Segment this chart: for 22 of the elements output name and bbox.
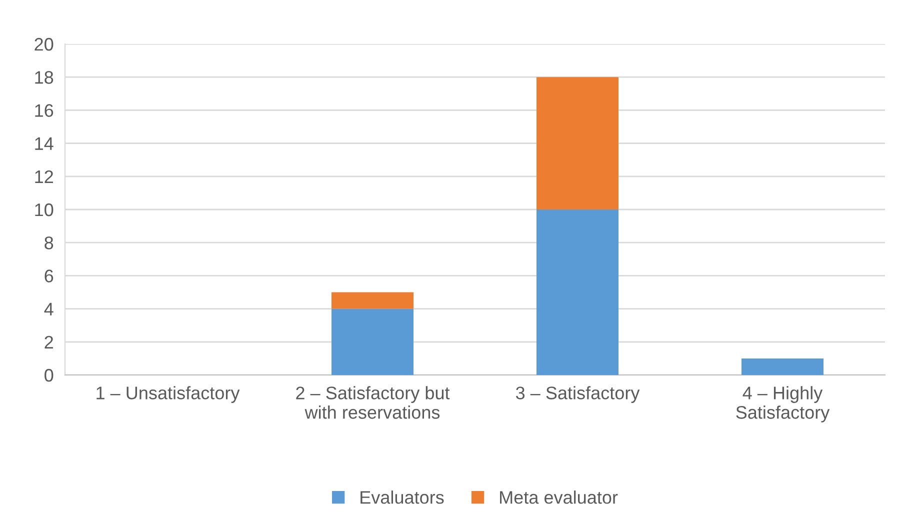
y-tick-label: 2 xyxy=(44,336,53,348)
bar xyxy=(536,210,618,375)
y-tick-label: 12 xyxy=(35,170,53,183)
y-tick-label: 0 xyxy=(44,368,54,382)
x-tick-label: 2 – Satisfactory but with reservations xyxy=(296,386,450,419)
x-tick-label: 1 – Unsatisfactory xyxy=(96,386,240,403)
y-tick-label: 18 xyxy=(35,71,54,84)
y-tick-label: 14 xyxy=(35,137,54,150)
x-tick-label: 4 – Highly Satisfactory xyxy=(736,386,830,422)
y-tick-label: 4 xyxy=(44,302,54,316)
bar xyxy=(536,77,618,210)
y-tick-label: 8 xyxy=(44,236,54,250)
y-tick-label: 20 xyxy=(34,38,54,51)
bar xyxy=(332,292,414,309)
bar xyxy=(332,308,414,375)
legend-label: Evaluators xyxy=(360,490,444,504)
y-tick-label: 16 xyxy=(35,104,54,117)
y-tick-label: 6 xyxy=(44,270,54,282)
legend-label: Meta evaluator xyxy=(500,490,618,504)
x-tick-label: 3 – Satisfactory xyxy=(516,386,640,403)
y-tick-label: 10 xyxy=(35,203,54,216)
bar xyxy=(742,358,824,375)
